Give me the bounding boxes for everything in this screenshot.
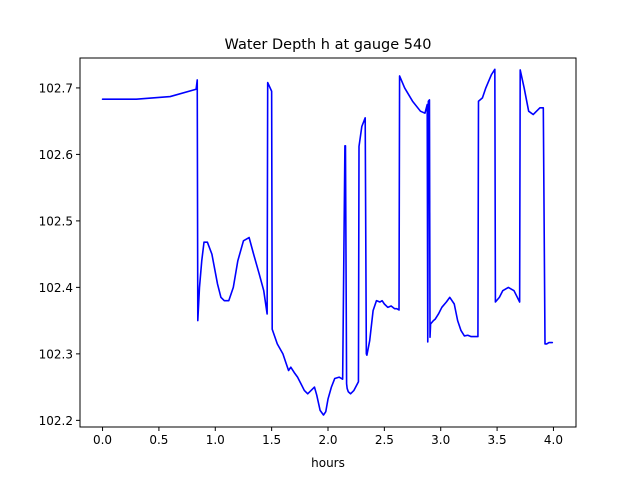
x-tick-label: 4.0 — [544, 433, 563, 447]
y-tick-label: 102.2 — [39, 414, 73, 428]
x-tick-label: 1.0 — [206, 433, 225, 447]
y-axis: 102.2 102.3 102.4 102.5 102.6 102.7 — [39, 81, 80, 428]
x-axis: 0.0 0.5 1.0 1.5 2.0 2.5 3.0 3.5 4.0 — [93, 427, 563, 447]
chart-title: Water Depth h at gauge 540 — [225, 37, 432, 53]
x-tick-label: 0.0 — [93, 433, 112, 447]
y-tick-label: 102.5 — [39, 214, 73, 228]
y-tick-label: 102.3 — [39, 347, 73, 361]
y-tick-label: 102.7 — [39, 81, 73, 95]
x-tick-label: 1.5 — [262, 433, 281, 447]
x-tick-label: 2.0 — [318, 433, 337, 447]
series-line-0 — [101, 68, 554, 416]
plot-area — [101, 68, 554, 416]
x-axis-label: hours — [311, 456, 345, 470]
y-tick-label: 102.6 — [39, 148, 73, 162]
x-tick-label: 0.5 — [149, 433, 168, 447]
x-tick-label: 3.0 — [431, 433, 450, 447]
x-tick-label: 2.5 — [375, 433, 394, 447]
x-tick-label: 3.5 — [488, 433, 507, 447]
y-tick-label: 102.4 — [39, 281, 73, 295]
